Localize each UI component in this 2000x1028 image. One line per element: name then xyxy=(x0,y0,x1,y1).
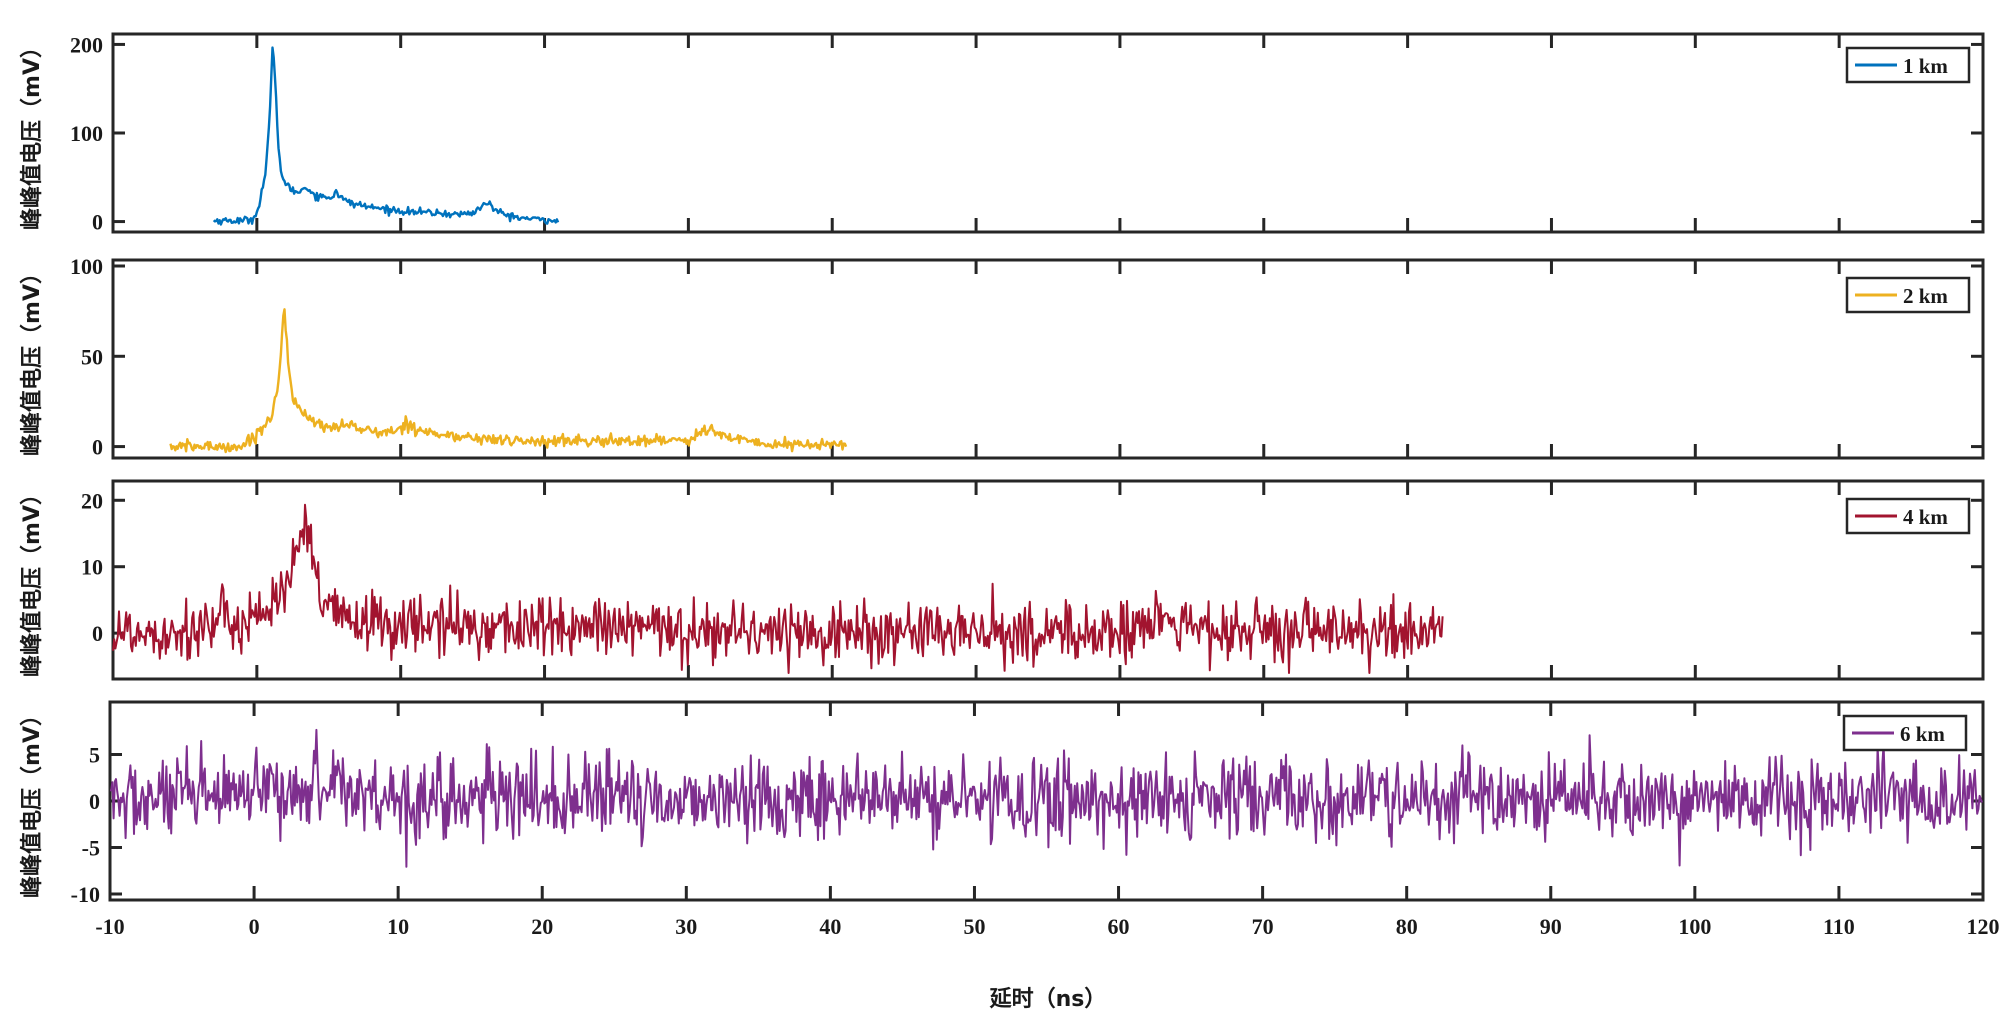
legend-label-1km: 1 km xyxy=(1903,54,1948,78)
x-axis-label: 延时（ns） xyxy=(989,987,1107,1012)
legend-label-2km: 2 km xyxy=(1903,284,1948,308)
x-tick-label: 0 xyxy=(249,914,260,939)
x-tick-label: 90 xyxy=(1540,914,1562,939)
y-tick-label: 50 xyxy=(81,344,103,369)
legend-label-4km: 4 km xyxy=(1903,505,1948,529)
panel-1km: 0 100 200 1 km xyxy=(70,32,1985,235)
y-axis-label-4km: 峰峰值电压（mV） xyxy=(19,483,45,677)
plot-frame xyxy=(111,32,1985,234)
series-line-6km xyxy=(109,728,1983,868)
y-tick-label: 200 xyxy=(70,32,103,57)
x-tick-label: -10 xyxy=(95,914,124,939)
panel-4km: 0 10 20 4 km xyxy=(81,479,1985,681)
series-line-2km xyxy=(169,308,848,454)
y-tick-label: 100 xyxy=(70,121,103,146)
plot-frame xyxy=(111,479,1985,681)
y-tick-label: 10 xyxy=(81,555,103,580)
x-tick-label: 70 xyxy=(1252,914,1274,939)
legend-6km: 6 km xyxy=(1842,714,1968,752)
legend-2km: 2 km xyxy=(1845,276,1971,314)
y-tick-label: -10 xyxy=(71,882,100,907)
legend-box xyxy=(1845,276,1971,314)
y-axis-label-1km: 峰峰值电压（mV） xyxy=(19,36,45,230)
panel-6km: -10-505 -10 0 10 20 30 40 50 60 70 80 90 100 110 120 … xyxy=(71,700,2000,939)
series-line-1km xyxy=(212,46,560,226)
y-tick-label: 20 xyxy=(81,488,103,513)
legend-1km: 1 km xyxy=(1845,46,1971,84)
y-tick-label: 100 xyxy=(70,254,103,279)
y-tick-label: 5 xyxy=(89,743,100,768)
plot-frame xyxy=(111,258,1985,460)
x-tick-label: 80 xyxy=(1396,914,1418,939)
x-tick-label: 40 xyxy=(819,914,841,939)
legend-label-6km: 6 km xyxy=(1900,722,1945,746)
series-line-4km xyxy=(112,503,1444,674)
y-axis-label-6km: 峰峰值电压（mV） xyxy=(19,704,45,898)
x-tick-label: 100 xyxy=(1678,914,1711,939)
y-tick-label: 0 xyxy=(92,210,103,235)
x-tick-label: 120 xyxy=(1967,914,2000,939)
y-tick-label: 0 xyxy=(92,435,103,460)
x-tick-label: 10 xyxy=(387,914,409,939)
y-tick-label: 0 xyxy=(92,621,103,646)
x-tick-label: 30 xyxy=(675,914,697,939)
legend-4km: 4 km xyxy=(1845,497,1971,535)
x-tick-label: 110 xyxy=(1823,914,1855,939)
y-tick-label: 0 xyxy=(89,789,100,814)
y-axis-label-2km: 峰峰值电压（mV） xyxy=(19,262,45,456)
panel-2km: 0 50 100 2 km xyxy=(70,254,1985,460)
x-tick-label: 50 xyxy=(963,914,985,939)
x-tick-label: 20 xyxy=(531,914,553,939)
x-tick-label: 60 xyxy=(1108,914,1130,939)
y-tick-label: -5 xyxy=(82,836,100,861)
